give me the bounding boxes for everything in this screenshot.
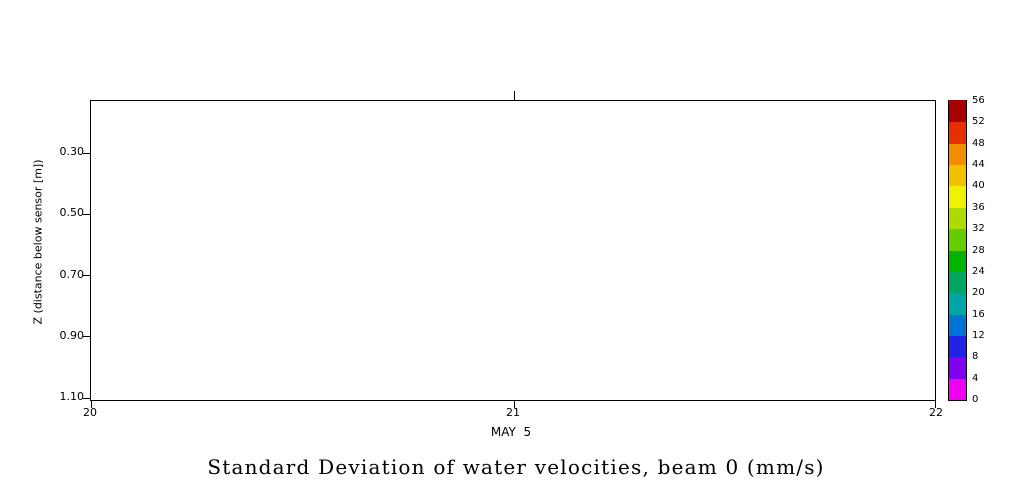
colorbar-tick-label: 20 (972, 287, 985, 299)
x-tick-mark (935, 401, 936, 408)
colorbar-cell (949, 356, 966, 379)
colorbar-tick-label: 4 (972, 372, 979, 384)
y-tick-label: 1.10 (59, 390, 85, 404)
colorbar-cell (949, 121, 966, 144)
colorbar-tick-label: 44 (972, 159, 985, 171)
y-axis-label: Z (distance below sensor [m]) (31, 159, 45, 325)
plot-area (83, 91, 936, 408)
colorbar-cell (949, 292, 966, 315)
y-tick-label: 0.70 (59, 267, 85, 281)
colorbar-tick-label: 0 (972, 394, 979, 405)
colorbar-tick-label: 40 (972, 180, 985, 192)
colorbar (948, 100, 967, 401)
colorbar-tick-label: 56 (972, 95, 985, 106)
y-tick-mark (83, 275, 90, 277)
y-tick-mark (83, 336, 90, 338)
colorbar-tick-label: 16 (972, 308, 985, 320)
x-tick-label: 22 (929, 406, 943, 419)
colorbar-cell (949, 335, 966, 358)
y-tick-label: 0.30 (59, 145, 85, 158)
y-tick-label: 0.50 (59, 206, 85, 220)
y-tick-mark (83, 213, 90, 215)
colorbar-cell (949, 249, 966, 272)
x-tick-label: 21 (506, 406, 520, 419)
colorbar-tick-label: 12 (972, 329, 985, 341)
chart-title: Standard Deviation of water velocities, … (207, 455, 825, 479)
colorbar-cell (949, 313, 966, 336)
colorbar-tick-label: 28 (972, 244, 985, 256)
colorbar-cell (949, 378, 966, 400)
y-tick-mark (83, 152, 90, 154)
colorbar-tick-label: 36 (972, 201, 985, 213)
colorbar-cell (949, 271, 966, 294)
colorbar-tick-label: 8 (972, 351, 979, 363)
x-top-tick-mark (514, 91, 515, 100)
colorbar-cell (949, 164, 966, 187)
colorbar-tick-label: 48 (972, 137, 985, 149)
colorbar-tick-label: 24 (972, 265, 985, 277)
colorbar-tick-label: 52 (972, 116, 985, 128)
x-tick-label: 20 (83, 406, 97, 419)
y-tick-label: 0.90 (59, 328, 85, 342)
x-axis-label: MAY 5 (490, 425, 532, 439)
x-tick-mark (514, 401, 515, 408)
colorbar-cell (949, 207, 966, 230)
colorbar-cell (949, 228, 966, 251)
colorbar-cell (949, 185, 966, 208)
colorbar-cell (949, 100, 966, 123)
colorbar-tick-label: 32 (972, 223, 985, 235)
y-tick-mark (83, 397, 90, 399)
x-tick-mark (91, 401, 92, 408)
colorbar-cell (949, 143, 966, 166)
